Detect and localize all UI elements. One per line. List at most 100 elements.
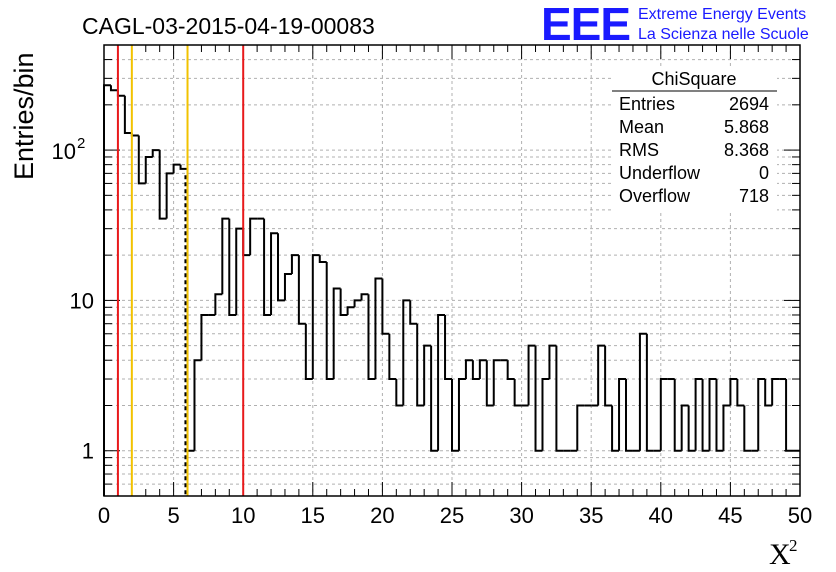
x-tick-label: 30	[509, 503, 533, 528]
histogram-bin	[339, 288, 348, 316]
histogram-bin	[597, 344, 606, 406]
histogram-bin	[548, 344, 557, 380]
histogram-bin	[304, 323, 313, 381]
histogram-bin	[144, 155, 153, 184]
histogram-bin	[103, 84, 111, 496]
histogram-bin	[242, 228, 251, 257]
histogram-bin	[416, 323, 425, 407]
histogram-bins	[103, 84, 800, 496]
histogram-bin	[283, 272, 292, 301]
histogram-bin	[137, 135, 146, 185]
histogram-bin	[123, 95, 132, 134]
stats-box: ChiSquare Entries 2694 Mean 5.868 RMS 8.…	[612, 68, 777, 212]
histogram-bin	[680, 404, 689, 451]
stats-box-bg	[612, 68, 777, 212]
histogram-bin	[402, 299, 411, 406]
histogram-bin	[457, 378, 466, 451]
x-axis-title-main: X	[769, 538, 791, 571]
y-tick-label: 1	[82, 439, 94, 464]
histogram-bin	[659, 378, 668, 451]
histogram-bin	[353, 299, 362, 308]
histogram-bin	[576, 404, 585, 451]
x-tick-label: 40	[649, 503, 673, 528]
vertical-marker-lines	[116, 45, 245, 496]
histogram-bin	[430, 345, 439, 452]
stats-row: Overflow 718	[619, 186, 769, 206]
histogram-bin	[771, 378, 780, 406]
stats-label-mean: Mean	[619, 117, 664, 137]
logo-letters: EEE	[541, 0, 630, 50]
histogram-bin	[645, 333, 654, 452]
histogram-bin	[109, 85, 118, 92]
y-tick-label: 10	[52, 139, 76, 164]
histogram-bin	[708, 378, 717, 451]
histogram-bin	[437, 313, 446, 451]
x-axis-title-superscript: 2	[789, 536, 798, 555]
stats-label-underflow: Underflow	[619, 163, 701, 183]
x-tick-label: 15	[301, 503, 325, 528]
plot-frame	[103, 44, 801, 497]
stats-value-mean: 5.868	[724, 117, 769, 137]
histogram-bin	[541, 378, 550, 451]
eee-logo: EEE Extreme Energy Events La Scienza nel…	[541, 0, 809, 50]
histogram-bin	[270, 232, 278, 315]
histogram-bin	[611, 405, 620, 452]
histogram-bin	[604, 345, 613, 407]
stats-row: Entries 2694	[619, 94, 769, 114]
histogram-bin	[764, 379, 773, 407]
histogram-bin	[325, 262, 334, 381]
chart-title: CAGL-03-2015-04-19-00083	[82, 13, 375, 39]
stats-value-rms: 8.368	[724, 140, 769, 160]
histogram-bin	[214, 293, 223, 315]
x-tick-label: 0	[98, 503, 110, 528]
histogram-bin	[625, 379, 633, 452]
x-tick-label: 20	[370, 503, 394, 528]
histogram-bin	[485, 360, 494, 407]
histogram-bin	[618, 378, 626, 451]
histogram-bin	[513, 379, 522, 407]
histogram-bin	[186, 168, 195, 452]
histogram-bin	[249, 217, 258, 256]
histogram-bin	[388, 333, 397, 381]
histogram-bin	[193, 359, 202, 451]
histogram-bin	[158, 150, 167, 220]
histogram-bin	[367, 294, 376, 381]
histogram-bin	[492, 359, 501, 406]
logo-line-2: La Scienza nelle Scuole	[638, 26, 809, 43]
histogram-bin	[423, 344, 432, 406]
x-tick-label: 35	[579, 503, 603, 528]
histogram-bin	[757, 378, 766, 451]
x-tick-label: 45	[718, 503, 742, 528]
histogram-bin	[471, 360, 480, 381]
stats-label-rms: RMS	[619, 140, 659, 160]
histogram-bin	[228, 218, 237, 316]
histogram-bin	[360, 293, 369, 301]
stats-label-overflow: Overflow	[619, 186, 691, 206]
x-tick-labels: 0 5 10 15 20 25 30 35 40 45 50	[98, 503, 812, 528]
histogram-bin	[715, 379, 724, 452]
histogram-bin	[694, 378, 703, 451]
histogram-bin	[464, 359, 473, 380]
histogram-bin	[527, 344, 536, 406]
histogram-bin	[318, 255, 327, 264]
stats-title: ChiSquare	[651, 69, 736, 89]
y-axis-title: Entries/bin	[9, 52, 39, 180]
histogram-bin	[221, 217, 230, 295]
histogram-bin	[179, 164, 188, 170]
histogram-bin	[506, 360, 515, 381]
histogram-bin	[346, 306, 355, 315]
x-tick-label: 25	[440, 503, 464, 528]
x-tick-label: 5	[167, 503, 179, 528]
stats-row: Mean 5.868	[619, 117, 769, 137]
y-tick-label: 10	[70, 288, 94, 313]
histogram-bin	[478, 359, 487, 380]
x-axis-title: X 2	[769, 536, 798, 571]
histogram-bin	[555, 345, 564, 452]
stats-value-underflow: 0	[759, 163, 769, 183]
histogram-bin	[277, 233, 285, 302]
histogram-bin	[311, 254, 320, 380]
x-tick-label: 50	[788, 503, 812, 528]
histogram-bin	[172, 163, 181, 174]
